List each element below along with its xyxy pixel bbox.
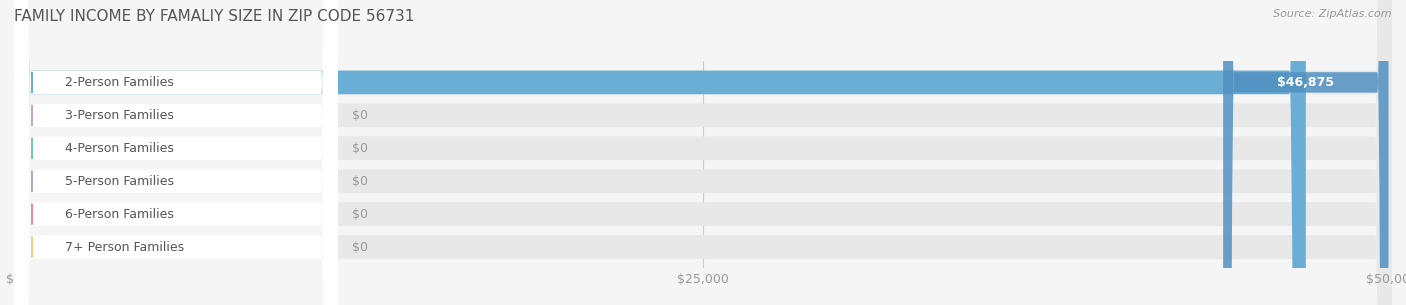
FancyBboxPatch shape [14,0,1392,305]
Text: FAMILY INCOME BY FAMALIY SIZE IN ZIP CODE 56731: FAMILY INCOME BY FAMALIY SIZE IN ZIP COD… [14,9,415,24]
FancyBboxPatch shape [14,0,337,305]
FancyBboxPatch shape [1223,0,1389,305]
Text: 6-Person Families: 6-Person Families [65,208,174,221]
FancyBboxPatch shape [14,0,1392,305]
Text: 3-Person Families: 3-Person Families [65,109,174,122]
Text: 2-Person Families: 2-Person Families [65,76,174,89]
FancyBboxPatch shape [14,0,337,305]
Text: $0: $0 [352,142,367,155]
Text: $0: $0 [352,175,367,188]
Text: $46,875: $46,875 [1277,76,1334,89]
Text: 5-Person Families: 5-Person Families [65,175,174,188]
FancyBboxPatch shape [14,0,337,305]
FancyBboxPatch shape [14,0,1392,305]
FancyBboxPatch shape [14,0,337,305]
FancyBboxPatch shape [14,0,337,305]
Text: $0: $0 [352,208,367,221]
Text: 7+ Person Families: 7+ Person Families [65,241,184,253]
FancyBboxPatch shape [14,0,1392,305]
Text: $0: $0 [352,241,367,253]
Text: $0: $0 [352,109,367,122]
Text: 4-Person Families: 4-Person Families [65,142,174,155]
FancyBboxPatch shape [14,0,1306,305]
Text: Source: ZipAtlas.com: Source: ZipAtlas.com [1274,9,1392,19]
FancyBboxPatch shape [14,0,1392,305]
FancyBboxPatch shape [14,0,337,305]
FancyBboxPatch shape [14,0,1392,305]
